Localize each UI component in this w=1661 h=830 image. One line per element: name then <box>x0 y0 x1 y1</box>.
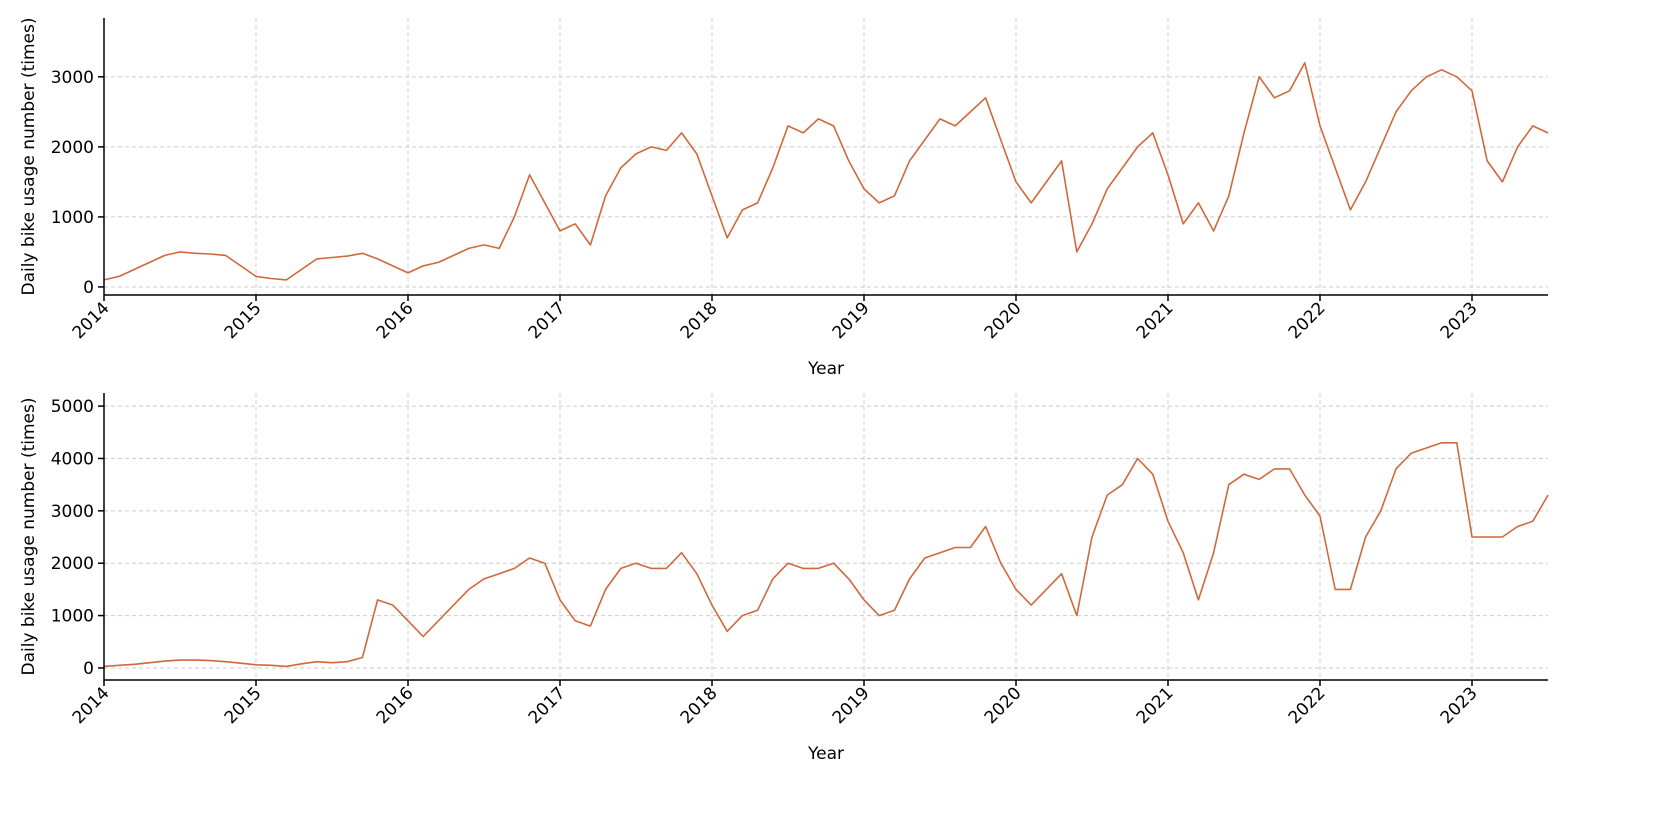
y-tick-label: 0 <box>83 278 94 298</box>
x-axis-label: Year <box>807 744 844 764</box>
x-tick-label: 2015 <box>221 298 266 343</box>
y-tick-label: 2000 <box>51 138 94 158</box>
y-tick-label: 3000 <box>51 502 94 522</box>
x-tick-label: 2018 <box>677 683 722 728</box>
x-axis-label: Year <box>807 359 844 379</box>
y-tick-label: 1000 <box>51 208 94 228</box>
x-tick-label: 2021 <box>1133 683 1178 728</box>
x-tick-label: 2014 <box>69 683 114 728</box>
x-tick-label: 2017 <box>525 683 570 728</box>
x-tick-label: 2021 <box>1133 298 1178 343</box>
y-axis-label: Daily bike usage number (times) <box>19 397 39 675</box>
y-tick-label: 2000 <box>51 554 94 574</box>
data-line <box>103 442 1549 668</box>
x-tick-label: 2022 <box>1285 683 1330 728</box>
y-tick-label: 5000 <box>51 397 94 417</box>
x-tick-label: 2018 <box>677 298 722 343</box>
x-tick-label: 2019 <box>829 683 874 728</box>
x-tick-label: 2017 <box>525 298 570 343</box>
x-tick-label: 2015 <box>221 683 266 728</box>
x-tick-label: 2023 <box>1437 683 1482 728</box>
x-tick-label: 2023 <box>1437 298 1482 343</box>
y-tick-label: 0 <box>83 659 94 679</box>
y-tick-label: 1000 <box>51 607 94 627</box>
y-axis-label: Daily bike usage number (times) <box>19 17 39 295</box>
y-tick-label: 4000 <box>51 449 94 469</box>
x-tick-label: 2016 <box>373 683 418 728</box>
x-tick-label: 2020 <box>981 298 1026 343</box>
x-tick-label: 2016 <box>373 298 418 343</box>
y-tick-label: 3000 <box>51 68 94 88</box>
x-tick-label: 2019 <box>829 298 874 343</box>
x-tick-label: 2014 <box>69 298 114 343</box>
data-line <box>103 62 1549 281</box>
x-tick-label: 2020 <box>981 683 1026 728</box>
x-tick-label: 2022 <box>1285 298 1330 343</box>
